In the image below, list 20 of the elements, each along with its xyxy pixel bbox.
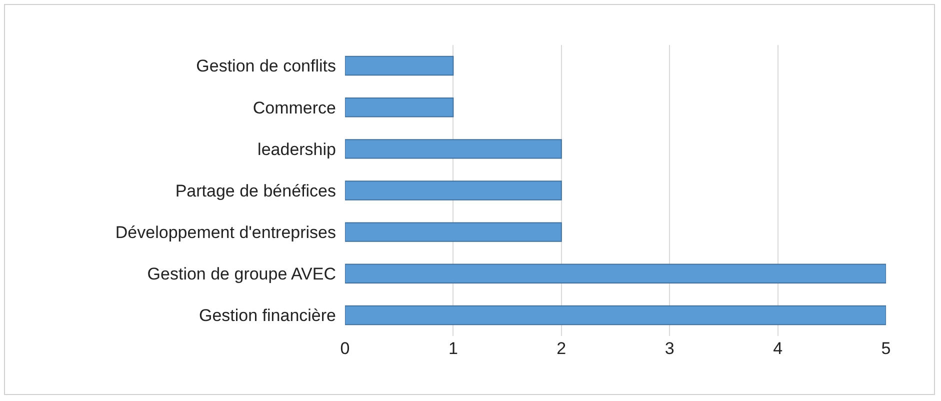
y-tick-label: leadership (258, 140, 336, 159)
x-tick-label: 0 (340, 339, 350, 358)
bar (345, 180, 562, 200)
y-tick-label: Gestion financière (198, 306, 336, 326)
x-tick-label: 5 (881, 339, 891, 358)
bar (345, 305, 886, 326)
x-tick-label: 4 (773, 339, 783, 358)
x-tick-label: 3 (664, 339, 674, 358)
bar (345, 222, 562, 242)
bar (345, 98, 454, 118)
y-tick-label: Commerce (252, 98, 336, 118)
y-tick-label: Gestion de conflits (196, 56, 336, 76)
y-tick-label: Partage de bénéfices (175, 181, 336, 200)
bar (345, 264, 886, 284)
x-tick-label: 1 (448, 339, 458, 358)
bar (345, 56, 454, 76)
y-tick-label: Développement d'entreprises (115, 223, 336, 242)
y-tick-label: Gestion de groupe AVEC (147, 264, 336, 284)
bar (345, 139, 562, 159)
x-tick-label: 2 (556, 339, 566, 358)
